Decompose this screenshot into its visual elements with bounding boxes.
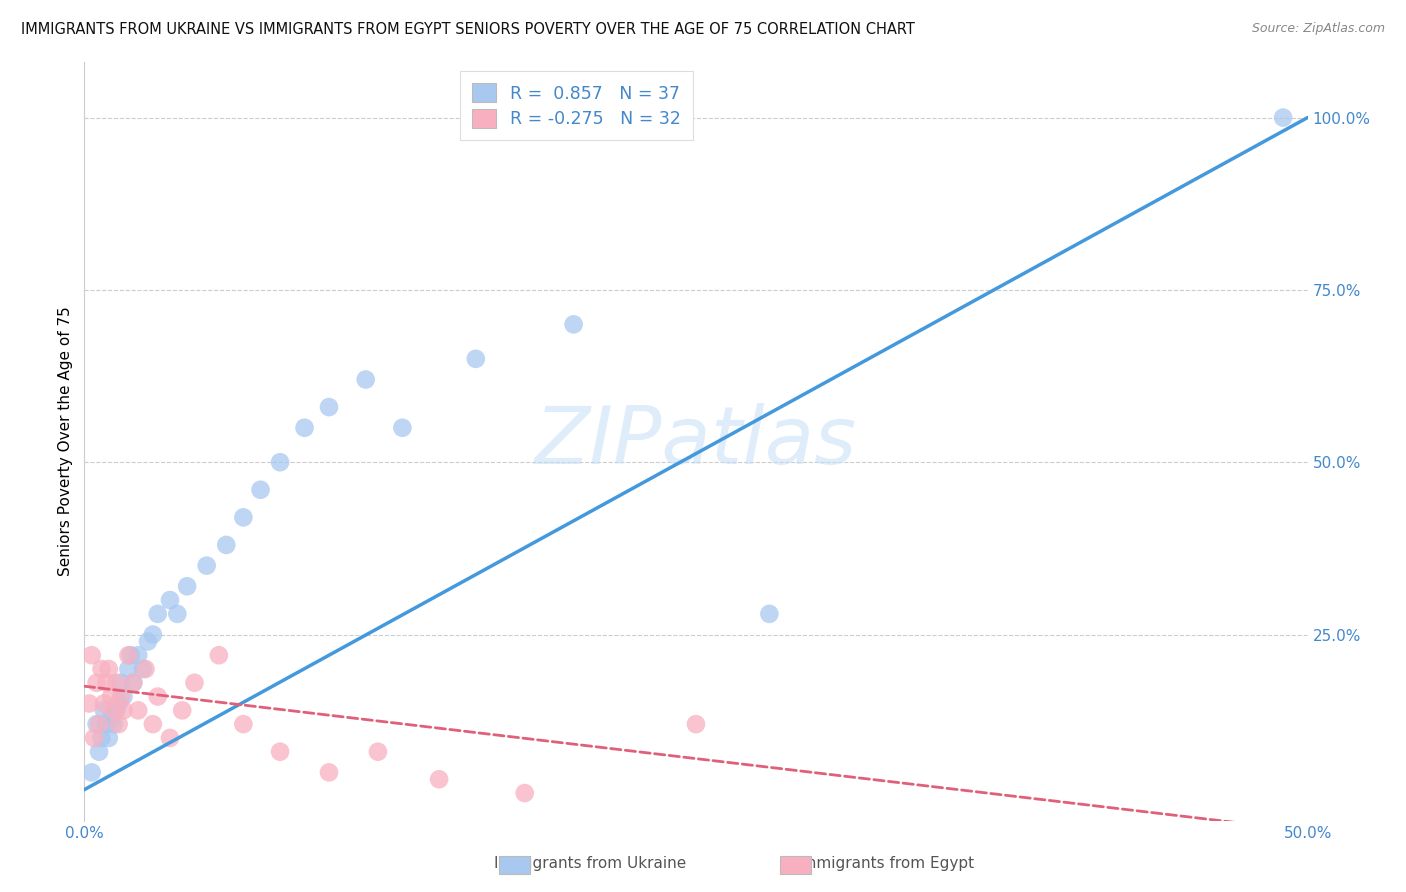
Point <box>132 662 155 676</box>
Point <box>97 731 120 745</box>
Point <box>215 538 238 552</box>
Point <box>562 318 585 332</box>
Point <box>105 703 128 717</box>
Point <box>90 662 112 676</box>
Point <box>97 662 120 676</box>
Point <box>117 662 139 676</box>
Point <box>269 745 291 759</box>
Point <box>93 697 115 711</box>
Point <box>112 690 135 704</box>
Point <box>80 648 103 663</box>
Point <box>122 675 145 690</box>
Point <box>146 607 169 621</box>
Point <box>172 703 194 717</box>
Text: Immigrants from Ukraine: Immigrants from Ukraine <box>495 856 686 871</box>
Text: Immigrants from Egypt: Immigrants from Egypt <box>797 856 974 871</box>
Point <box>90 731 112 745</box>
Point <box>86 675 108 690</box>
Point <box>127 703 149 717</box>
Point <box>122 675 145 690</box>
Point <box>103 717 125 731</box>
Point <box>135 662 157 676</box>
Point <box>86 717 108 731</box>
Point <box>318 765 340 780</box>
Point <box>391 421 413 435</box>
Point <box>464 351 486 366</box>
Point <box>146 690 169 704</box>
Point <box>107 697 129 711</box>
Point <box>117 648 139 663</box>
Point <box>294 421 316 435</box>
Point <box>1272 111 1295 125</box>
Point <box>758 607 780 621</box>
Point <box>96 675 118 690</box>
Point <box>112 703 135 717</box>
Point <box>87 717 110 731</box>
Y-axis label: Seniors Poverty Over the Age of 75: Seniors Poverty Over the Age of 75 <box>58 307 73 576</box>
Point <box>367 745 389 759</box>
Point <box>136 634 159 648</box>
Point <box>159 593 181 607</box>
Point <box>232 717 254 731</box>
Point <box>105 675 128 690</box>
Point <box>513 786 536 800</box>
Point <box>208 648 231 663</box>
Point <box>232 510 254 524</box>
Point <box>87 745 110 759</box>
Point <box>103 703 125 717</box>
Point <box>127 648 149 663</box>
Point <box>142 627 165 641</box>
Point <box>83 731 105 745</box>
Legend: R =  0.857   N = 37, R = -0.275   N = 32: R = 0.857 N = 37, R = -0.275 N = 32 <box>460 71 693 140</box>
Point <box>159 731 181 745</box>
Point <box>195 558 218 573</box>
Point <box>96 717 118 731</box>
Point <box>427 772 450 787</box>
Point <box>107 717 129 731</box>
Point <box>318 400 340 414</box>
Point <box>80 765 103 780</box>
Text: ZIPatlas: ZIPatlas <box>534 402 858 481</box>
Point <box>354 372 377 386</box>
Text: IMMIGRANTS FROM UKRAINE VS IMMIGRANTS FROM EGYPT SENIORS POVERTY OVER THE AGE OF: IMMIGRANTS FROM UKRAINE VS IMMIGRANTS FR… <box>21 22 915 37</box>
Point <box>269 455 291 469</box>
Point <box>249 483 271 497</box>
Point <box>100 690 122 704</box>
Point <box>77 697 100 711</box>
Point <box>176 579 198 593</box>
Point <box>93 703 115 717</box>
Point <box>142 717 165 731</box>
Point <box>110 690 132 704</box>
Point <box>120 648 142 663</box>
Point <box>183 675 205 690</box>
Point <box>685 717 707 731</box>
Point <box>110 675 132 690</box>
Point <box>166 607 188 621</box>
Text: Source: ZipAtlas.com: Source: ZipAtlas.com <box>1251 22 1385 36</box>
Point <box>100 710 122 724</box>
